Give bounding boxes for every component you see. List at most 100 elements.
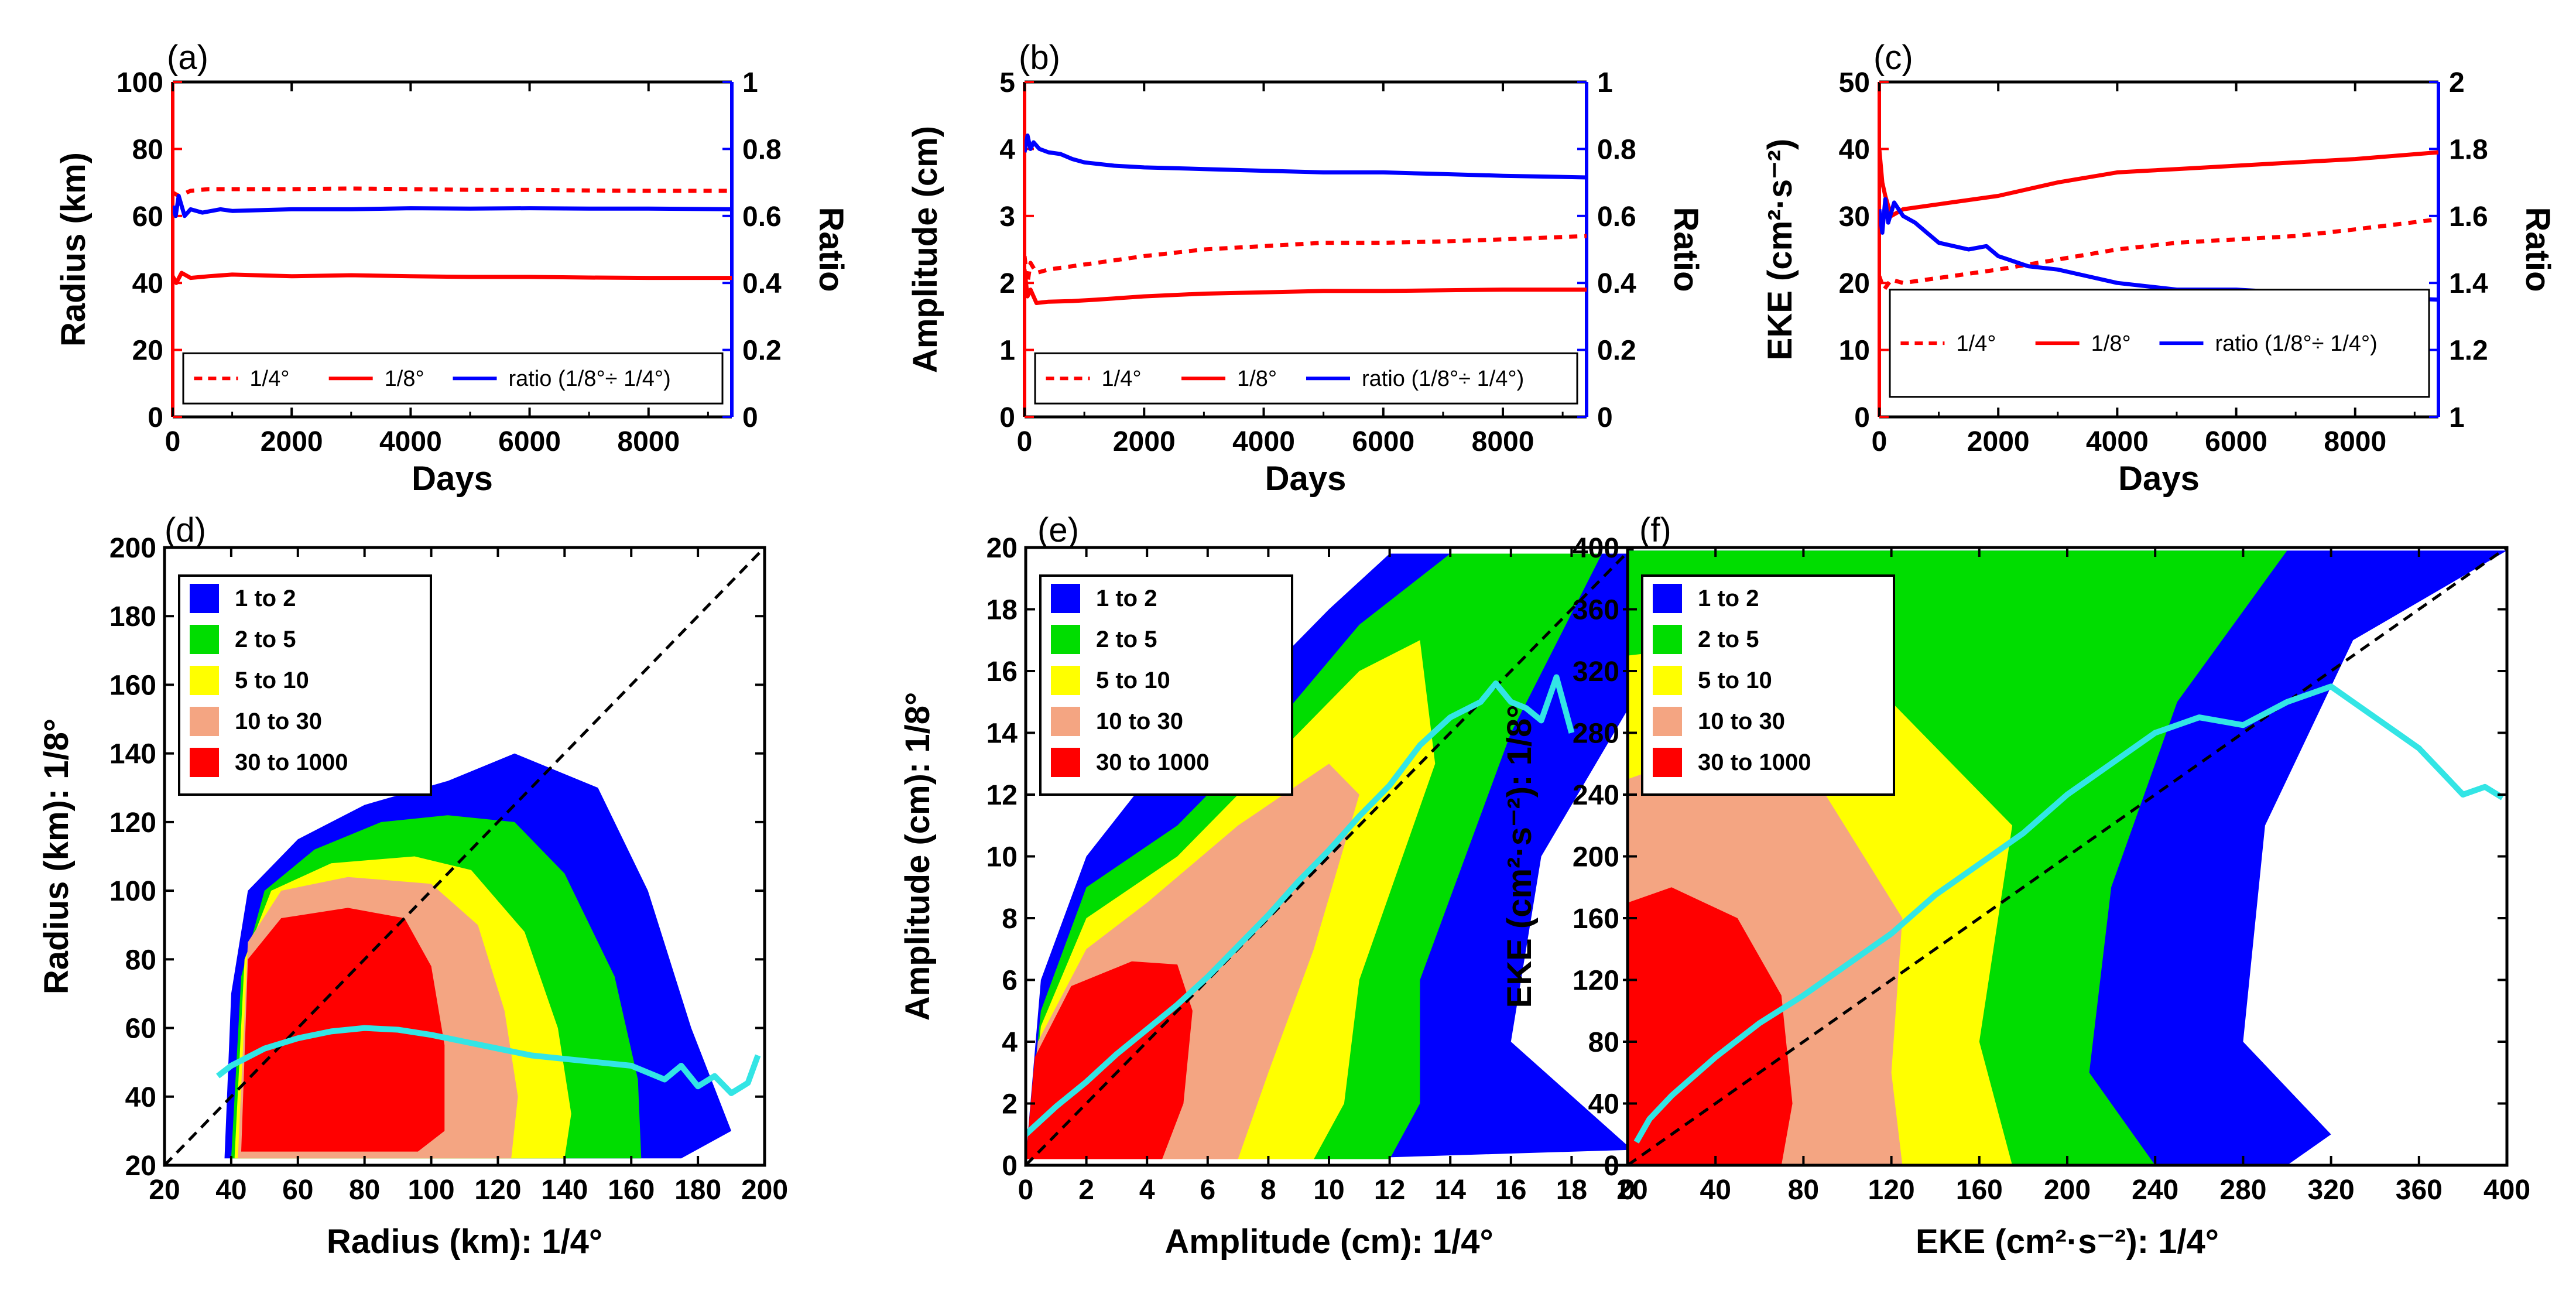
- y-tick-label: 60: [125, 1014, 156, 1045]
- legend-swatch: [190, 748, 219, 777]
- legend-swatch: [1051, 707, 1080, 736]
- x-tick-label: 4000: [379, 426, 442, 457]
- y-tick-label: 0: [1604, 1151, 1619, 1182]
- y2-tick-label: 0.4: [742, 268, 782, 299]
- x-tick-label: 320: [2308, 1175, 2355, 1206]
- mean-line: [1633, 683, 2505, 1144]
- x-tick-label: 40: [215, 1175, 246, 1206]
- y-tick-label: 30: [1839, 201, 1870, 232]
- legend-box: [1034, 352, 1578, 405]
- x-tick-label: 6: [1200, 1175, 1215, 1206]
- x-tick-label: 160: [1956, 1175, 2003, 1206]
- x-tick-label: 4: [1139, 1175, 1155, 1206]
- y-tick-label: 12: [986, 780, 1018, 811]
- series-group: [1879, 149, 2438, 302]
- legend-swatch: [190, 584, 219, 613]
- x-tick-label: 2000: [1113, 426, 1176, 457]
- x-tick-label: 0: [1017, 426, 1033, 457]
- panel-b: 0 2000 4000 6000 8000 0 1 2 3 4 5 0 0.2 0.4 0.6 0.8 1 (b)…: [906, 39, 1705, 498]
- legend-label: ratio (1/8°÷ 1/4°): [1362, 367, 1524, 391]
- y-tick-label: 20: [1839, 268, 1870, 299]
- panel-letter: (c): [1873, 39, 1913, 77]
- y2-tick-label: 0.8: [742, 134, 782, 165]
- y2-tick-label: 0.4: [1597, 268, 1636, 299]
- y2-axis-label: Ratio: [812, 207, 850, 292]
- y-axis-label: Amplitude (cm): 1/8°: [899, 692, 937, 1021]
- legend-swatch: [1653, 748, 1682, 777]
- x-tick-label: 40: [1700, 1175, 1731, 1206]
- x-tick-label: 80: [349, 1175, 380, 1206]
- frame: [163, 546, 766, 1167]
- y-tick-label: 120: [1573, 966, 1619, 997]
- y-tick-label: 20: [125, 1151, 156, 1182]
- y-tick-label: 0: [1002, 1151, 1018, 1182]
- x-tick-label: 0: [1620, 1175, 1636, 1206]
- y2-tick-label: 1.4: [2449, 268, 2488, 299]
- y-tick-label: 0: [1854, 402, 1870, 433]
- legend-label: 30 to 1000: [1096, 750, 1209, 775]
- y2-tick-label: 0: [742, 402, 758, 433]
- y-tick-label: 2: [1002, 1089, 1018, 1120]
- y2-tick-label: 1: [2449, 402, 2465, 433]
- y-tick-label: 180: [109, 601, 156, 632]
- legend-label: 1/8°: [385, 367, 424, 391]
- y2-tick-label: 2: [2449, 67, 2465, 98]
- legend-label: 1 to 2: [1096, 586, 1157, 611]
- series-line-1-4-: [1879, 217, 2438, 292]
- x-tick-label: 14: [1435, 1175, 1467, 1206]
- x-tick-label: 2000: [1967, 426, 2030, 457]
- y-tick-label: 120: [109, 807, 156, 839]
- y2-tick-label: 0.2: [1597, 336, 1636, 367]
- y-tick-label: 360: [1573, 595, 1619, 626]
- series-line-ratio-1-8-1-4-: [1025, 134, 1587, 180]
- y2-axis-label: Ratio: [1667, 207, 1705, 292]
- legend-label: 1 to 2: [235, 586, 296, 611]
- y-tick-label: 8: [1002, 904, 1018, 935]
- series-line-ratio-1-8-1-4-: [173, 194, 732, 218]
- x-tick-label: 20: [1616, 1175, 1647, 1206]
- x-tick-label: 80: [1788, 1175, 1819, 1206]
- x-axis-label: Days: [412, 460, 493, 498]
- mean-line: [216, 1025, 761, 1096]
- series-group: [173, 186, 732, 285]
- x-tick-label: 200: [741, 1175, 788, 1206]
- series-line-1-8-: [1879, 149, 2438, 218]
- panel-f: 0 40 80 120 160 200 240 280 320 360 400 0 40 80 120 160…: [1501, 511, 2530, 1261]
- x-tick-label: 240: [2132, 1175, 2178, 1206]
- series-group: [1025, 134, 1587, 305]
- y-tick-label: 40: [125, 1082, 156, 1113]
- legend-swatch: [1653, 584, 1682, 613]
- y-tick-label: 400: [1573, 533, 1619, 564]
- legend-label: 10 to 30: [1096, 709, 1183, 734]
- x-tick-label: 16: [1495, 1175, 1526, 1206]
- x-axis-label: EKE (cm²·s⁻²): 1/4°: [1916, 1223, 2219, 1261]
- legend-label: 1/4°: [1102, 367, 1142, 391]
- x-tick-label: 140: [541, 1175, 588, 1206]
- x-tick-label: 8: [1260, 1175, 1276, 1206]
- legend-label: 1/8°: [2091, 331, 2131, 356]
- y2-tick-label: 1.6: [2449, 201, 2488, 232]
- x-tick-label: 6000: [1352, 426, 1414, 457]
- y-tick-label: 240: [1573, 780, 1619, 811]
- panel-letter: (a): [167, 39, 208, 77]
- y-tick-label: 140: [109, 739, 156, 770]
- x-tick-label: 100: [408, 1175, 455, 1206]
- y-tick-label: 6: [1002, 966, 1018, 997]
- series-line-1-8-: [1025, 269, 1587, 305]
- x-tick-label: 0: [1018, 1175, 1034, 1206]
- x-tick-label: 120: [474, 1175, 521, 1206]
- x-tick-label: 2000: [261, 426, 323, 457]
- series-line-1-8-: [173, 271, 732, 285]
- panel-letter: (b): [1019, 39, 1060, 77]
- series-line-1-4-: [1025, 234, 1587, 285]
- y2-tick-label: 0: [1597, 402, 1613, 433]
- y-tick-label: 0: [999, 402, 1015, 433]
- y-tick-label: 200: [109, 533, 156, 564]
- y-tick-label: 80: [1588, 1027, 1619, 1058]
- legend-label: 10 to 30: [1698, 709, 1785, 734]
- y2-tick-label: 0.6: [742, 201, 782, 232]
- y-tick-label: 18: [986, 595, 1018, 626]
- panel-a: 0 2000 4000 6000 8000 0 20 40 60 80 100 0 0.2 0.4 0.6 0…: [54, 39, 850, 498]
